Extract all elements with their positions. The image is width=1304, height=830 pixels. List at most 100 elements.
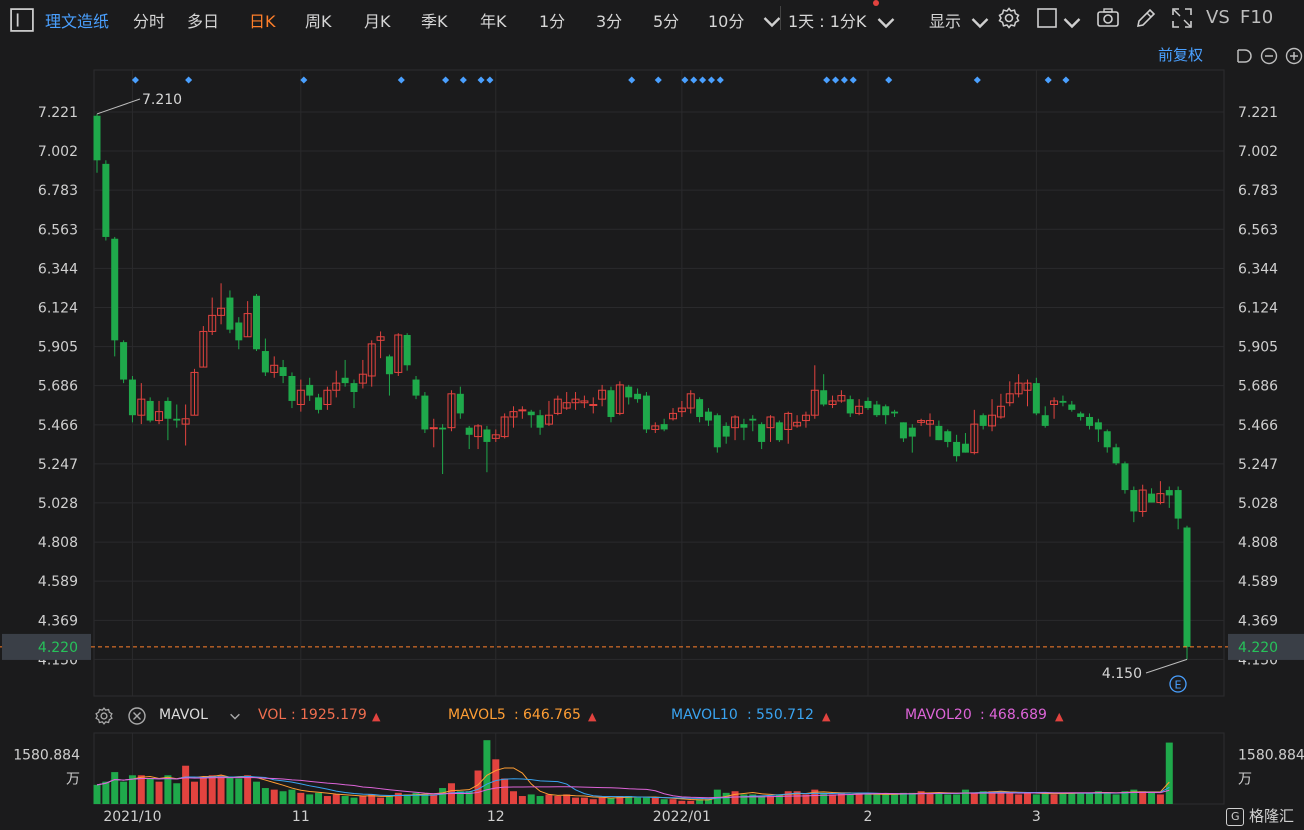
candle-body [634,393,642,400]
candle-body [882,406,890,416]
mavol10-line [96,775,1170,800]
candle-body [155,411,164,422]
event-marker-icon [131,76,139,84]
candle-body [1023,382,1032,391]
candle-body [491,434,500,439]
indicator-name[interactable]: MAVOL [159,707,208,723]
chevron-down-icon[interactable] [968,10,989,29]
legend-mavol10-value: 550.712 [756,707,814,723]
period-select[interactable]: 1天 : 1分K [788,12,867,31]
stock-name[interactable]: 理文造纸 [45,12,110,31]
candle-body [164,400,172,419]
candle-body [615,384,624,414]
y-tick-label: 7.221 [1238,105,1278,121]
sidebar-toggle-icon[interactable] [10,8,34,32]
event-markers[interactable] [131,76,1070,84]
candle-body [1014,382,1023,395]
tab-3min[interactable]: 3分 [596,12,623,31]
tab-5min[interactable]: 5分 [653,12,680,31]
volume-bar [713,789,721,804]
volume-bar [731,791,739,804]
volume-bar [368,794,376,804]
tab-intraday[interactable]: 分时 [133,12,166,31]
chevron-down-icon[interactable] [228,709,242,723]
vs-button[interactable]: VS [1206,7,1230,28]
y-tick-label: 5.686 [38,379,78,395]
volume-bar [829,794,837,804]
event-marker-icon [654,76,662,84]
settings-gear-icon[interactable] [997,6,1021,30]
volume-bar [297,792,305,804]
event-marker-icon [690,76,698,84]
current-price-badge-left [2,633,91,660]
y-tick-label: 4.589 [1238,574,1278,590]
volume-bar [536,796,544,804]
event-e-icon [1169,675,1187,693]
volume-bar [235,778,243,804]
candle-body [120,342,128,380]
current-price-line: 4.220 4.220 [0,633,1304,660]
volume-bar [1006,792,1014,804]
volume-bar [1103,792,1111,804]
volume-bar [961,789,969,804]
tab-daily-k[interactable]: 日K [249,12,276,31]
candle-body [261,351,269,373]
pencil-icon[interactable] [1134,6,1158,30]
candle-body [394,334,403,373]
camera-icon[interactable] [1096,6,1120,30]
legend-mavol5-sep: : [514,707,519,723]
volume-bar [740,794,748,804]
close-indicator-icon[interactable] [127,706,147,726]
candle-body [864,400,872,409]
candle-body [810,389,819,416]
y-tick-label: 6.783 [38,183,78,199]
volume-bar [288,789,296,804]
tab-quarterly-k[interactable]: 季K [421,12,448,31]
fullscreen-icon[interactable] [1170,6,1194,30]
candles [93,113,1191,660]
y-tick-label: 5.028 [38,496,78,512]
annotations: 7.210 4.150 E [96,92,1188,693]
undo-icon[interactable] [1234,47,1252,65]
volume-bar [979,791,987,804]
y-tick-label: 6.124 [38,301,78,317]
price-adjust-mode[interactable]: 前复权 [1158,46,1204,64]
tab-yearly-k[interactable]: 年K [480,12,507,31]
candle-body [1086,416,1094,426]
volume-bar [1068,792,1076,804]
candle-body [296,389,305,406]
zoom-in-icon[interactable] [1285,47,1303,65]
candle-body [784,412,793,430]
square-toggle-icon[interactable] [1036,6,1060,30]
f10-button[interactable]: F10 [1240,7,1274,28]
volume-bar [616,796,624,804]
volume-bar [882,794,890,804]
logo-text: 格隆汇 [1248,807,1294,825]
tab-weekly-k[interactable]: 周K [305,12,332,31]
chevron-down-icon[interactable] [1060,10,1081,29]
volume-bar [1165,742,1173,804]
y-tick-label: 6.124 [1238,301,1278,317]
volume-bar [155,781,163,804]
display-menu[interactable]: 显示 [929,12,962,31]
chevron-down-icon[interactable] [760,9,781,28]
tab-multiday[interactable]: 多日 [187,12,220,31]
volume-bar [1077,792,1085,804]
event-marker-icon [716,76,724,84]
event-marker-icon [831,76,840,84]
indicator-settings-icon[interactable] [94,706,114,726]
candle-body [589,404,598,407]
tab-1min[interactable]: 1分 [539,12,566,31]
tab-10min[interactable]: 10分 [708,12,745,31]
zoom-out-icon[interactable] [1260,47,1278,65]
chevron-down-icon[interactable] [874,10,895,29]
candle-body [562,402,571,409]
y-tick-label: 5.905 [1238,340,1278,356]
tab-monthly-k[interactable]: 月K [364,12,391,31]
candle-body [1138,489,1147,512]
volume-bar [1139,791,1147,804]
y-tick-label: 5.905 [38,340,78,356]
candle-body [483,429,491,442]
volume-bar [483,740,491,804]
